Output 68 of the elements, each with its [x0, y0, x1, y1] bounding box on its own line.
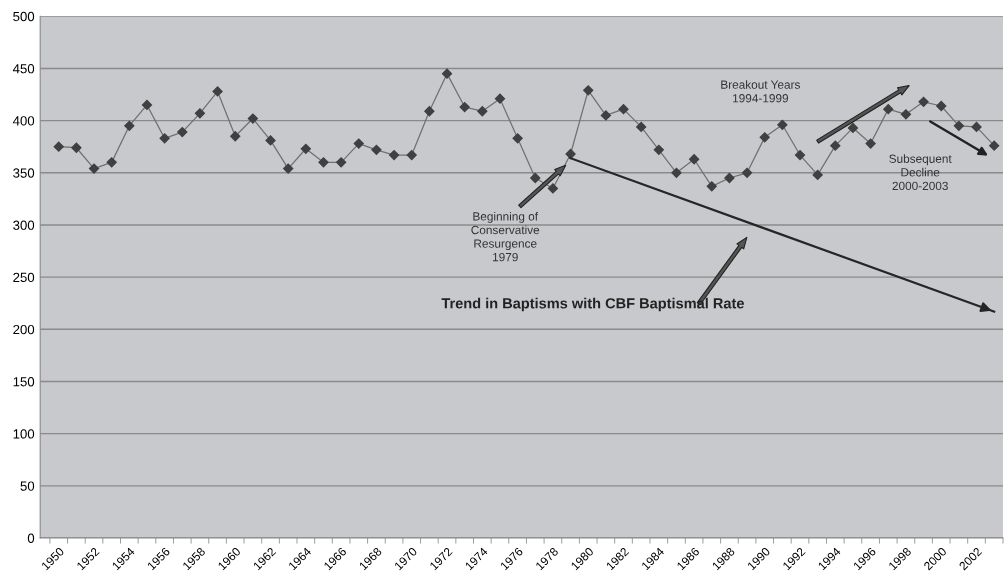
point — [71, 142, 82, 153]
point — [900, 109, 912, 120]
y-tick-label: 100 — [13, 429, 35, 439]
point — [812, 169, 823, 180]
point — [830, 140, 841, 151]
point — [265, 135, 276, 146]
point — [547, 183, 559, 194]
point — [953, 120, 964, 131]
point — [741, 167, 753, 178]
y-tick-label: 200 — [13, 324, 35, 335]
point — [424, 106, 435, 117]
text: Trend in Baptisms with CBF Baptismal Rate — [441, 297, 744, 312]
y-tick-label: 350 — [13, 168, 35, 178]
y-tick-label: 400 — [12, 116, 35, 126]
point — [212, 86, 223, 97]
annotation: Subsequent Decline 2000-2003 — [889, 154, 952, 191]
point — [918, 96, 929, 107]
point — [777, 119, 788, 130]
point — [847, 122, 859, 134]
point — [759, 132, 770, 143]
annotation: Breakout Years 1994-1999 — [721, 80, 800, 103]
point — [318, 157, 329, 168]
point — [406, 149, 417, 161]
point — [600, 110, 611, 121]
point — [283, 163, 294, 174]
point — [530, 172, 541, 184]
point — [512, 133, 523, 144]
y-tick-label: 50 — [20, 481, 35, 491]
point — [247, 113, 258, 124]
point — [865, 138, 876, 149]
point — [494, 93, 506, 104]
point — [336, 157, 347, 168]
y-tick-label: 450 — [12, 64, 35, 74]
point — [124, 120, 135, 131]
y-tick-label: 300 — [13, 220, 35, 230]
point — [88, 163, 100, 174]
point — [53, 141, 64, 152]
y-tick-label: 250 — [13, 272, 35, 283]
point — [636, 121, 647, 132]
point — [794, 149, 806, 161]
point — [477, 106, 488, 117]
annotation: Beginning of Conservative Resurgence 1979 — [471, 211, 540, 262]
point — [971, 121, 982, 132]
point — [230, 131, 241, 142]
point — [300, 143, 311, 154]
y-tick-label: 500 — [13, 11, 35, 22]
point — [706, 181, 717, 192]
point — [459, 101, 470, 113]
point — [936, 100, 947, 112]
point — [653, 144, 664, 155]
point — [141, 99, 153, 111]
point — [724, 172, 735, 184]
point — [388, 149, 400, 161]
point — [194, 108, 206, 119]
point — [106, 157, 117, 168]
point — [671, 167, 682, 178]
point — [883, 104, 894, 115]
point — [618, 104, 629, 115]
point — [177, 126, 188, 138]
point — [353, 138, 364, 149]
point — [689, 154, 700, 165]
point — [159, 133, 170, 144]
y-tick-label: 150 — [13, 377, 35, 387]
point — [989, 140, 1000, 151]
point — [441, 68, 453, 79]
y-tick-label: 0 — [27, 533, 35, 543]
point — [371, 144, 382, 155]
point — [583, 85, 594, 96]
